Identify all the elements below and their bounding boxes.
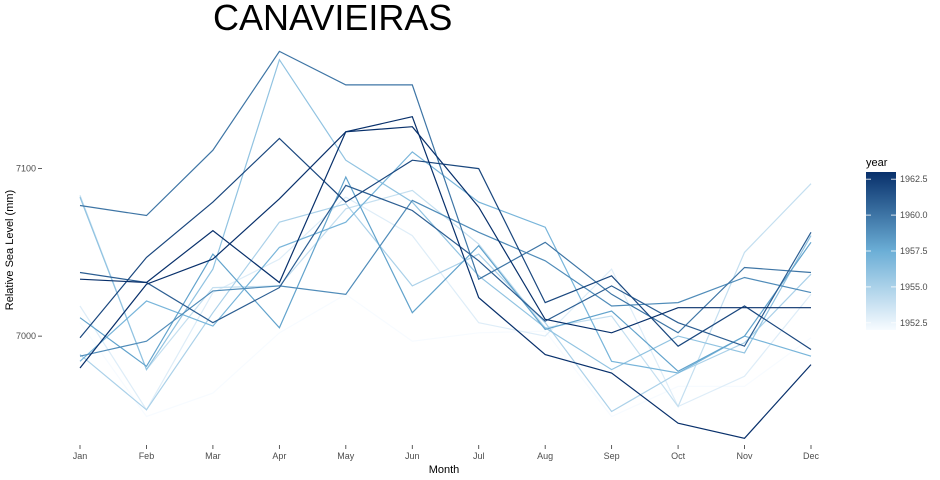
legend-ticks: 1952.5 1955.0 1957.5 1960.0 1962.5	[866, 174, 928, 328]
series-line-1961-9	[79, 184, 812, 347]
series-line-1955-3	[79, 203, 812, 413]
x-tick-label: Apr	[272, 451, 286, 461]
series-line-1957-5	[79, 151, 812, 374]
y-tick-label: 7100	[16, 164, 36, 174]
x-tick-label: Jul	[473, 451, 485, 461]
x-tick-label: Oct	[671, 451, 686, 461]
legend-tick-label: 1962.5	[900, 174, 928, 184]
series-line-1956-4	[79, 58, 812, 371]
series-line-1963-11	[79, 115, 812, 439]
x-tick-label: Mar	[205, 451, 221, 461]
series-line-1962-10	[79, 137, 812, 351]
x-axis-label: Month	[429, 464, 460, 476]
legend-tick-label: 1957.5	[900, 246, 928, 256]
legend-tick-label: 1955.0	[900, 282, 928, 292]
series-lines	[79, 50, 812, 439]
x-tick-label: Aug	[537, 451, 553, 461]
legend-tick-label: 1960.0	[900, 210, 928, 220]
x-tick-label: May	[337, 451, 355, 461]
series-line-1963-12	[79, 126, 811, 369]
y-tick-label: 7000	[16, 331, 36, 341]
series-line-1960-8	[79, 50, 812, 334]
x-tick-label: Jan	[73, 451, 88, 461]
series-line-1958-6	[79, 175, 812, 373]
x-tick-label: Nov	[737, 451, 754, 461]
series-line-1952-0	[79, 293, 812, 418]
y-axis: 7000 7100	[16, 164, 42, 341]
color-legend: year 1952.5 1955.0 1957.5 1960.0 1962.5	[866, 157, 928, 330]
x-tick-label: Jun	[405, 451, 420, 461]
series-line-1954-2	[79, 183, 812, 408]
series-line-1959-7	[79, 199, 812, 357]
y-axis-label: Relative Sea Level (mm)	[4, 190, 16, 310]
x-tick-label: Feb	[139, 451, 155, 461]
x-axis: Jan Feb Mar Apr May Jun Jul Aug Sep Oct Nov Dec	[73, 445, 820, 461]
chart-title: CANAVIEIRAS	[213, 0, 452, 38]
x-tick-label: Sep	[604, 451, 620, 461]
legend-title: year	[866, 157, 888, 169]
legend-tick-label: 1952.5	[900, 318, 928, 328]
x-tick-label: Dec	[803, 451, 820, 461]
